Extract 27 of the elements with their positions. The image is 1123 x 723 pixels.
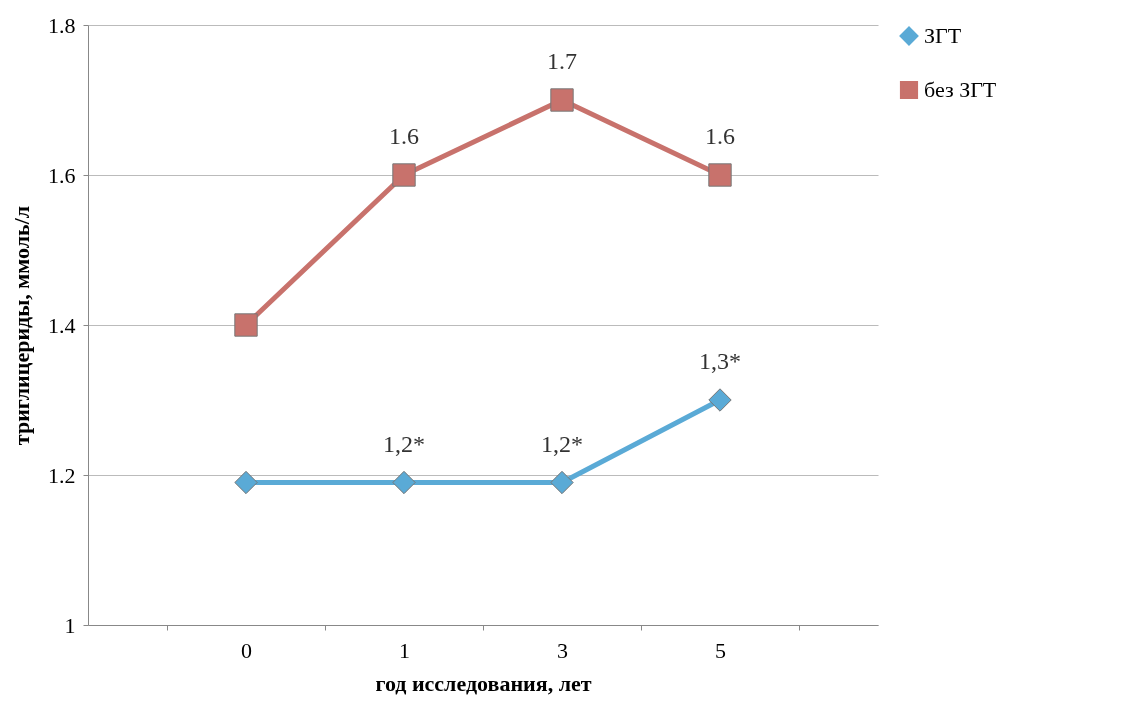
point	[708, 163, 732, 187]
y-tick-label: 1.4	[48, 312, 76, 338]
point	[234, 470, 258, 495]
y-tick-label: 1.6	[48, 162, 76, 188]
point	[550, 470, 574, 495]
x-tick-label: 1	[399, 637, 410, 663]
x-tick-label: 0	[241, 637, 252, 663]
data-label: 1.6	[389, 123, 419, 149]
x-tick-label: 3	[557, 637, 568, 663]
point	[234, 313, 258, 337]
data-label: 1,2*	[383, 430, 425, 457]
y-axis-title: триглицериды, ммоль/л	[9, 205, 34, 446]
x-tick-label: 5	[715, 637, 726, 663]
point	[550, 88, 574, 112]
point	[392, 470, 416, 495]
x-axis-title: год исследования, лет	[375, 670, 592, 696]
y-tick-label: 1.8	[48, 12, 76, 38]
legend-label: без ЗГТ	[924, 77, 997, 102]
data-label: 1.7	[547, 48, 577, 74]
legend-label: ЗГТ	[924, 23, 962, 48]
y-tick-label: 1	[64, 612, 76, 638]
data-label: 1,3*	[699, 348, 741, 374]
y-tick-label: 1.2	[48, 462, 76, 488]
point	[392, 163, 416, 187]
data-label: 1.6	[705, 123, 735, 149]
data-label: 1,2*	[541, 430, 583, 457]
point	[708, 388, 732, 412]
